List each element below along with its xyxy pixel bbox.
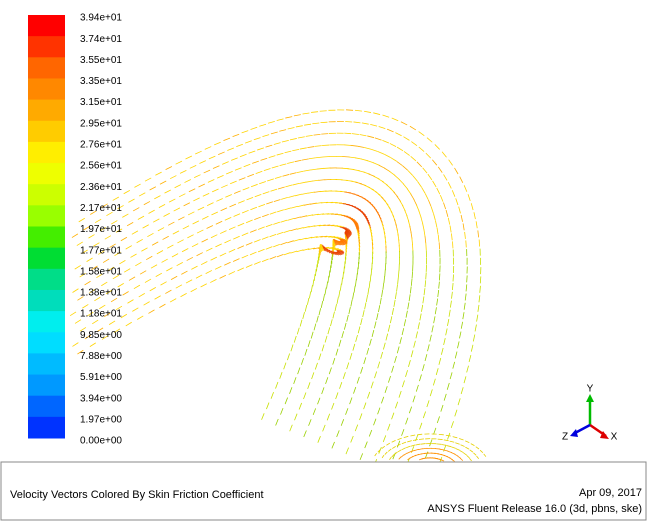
velocity-vector: [317, 264, 318, 271]
legend-swatch: [28, 15, 65, 37]
legend-label: 7.88e+00: [80, 351, 122, 362]
x-axis-label: X: [611, 432, 618, 443]
legend-swatch: [28, 121, 65, 143]
velocity-vector: [412, 271, 413, 278]
legend-label: 1.38e+01: [80, 288, 122, 299]
velocity-vector: [467, 275, 468, 282]
z-axis-label: Z: [562, 432, 568, 443]
footer-date: Apr 09, 2017: [579, 487, 642, 499]
legend-swatch: [28, 57, 65, 79]
legend-swatch: [28, 353, 65, 375]
legend-swatch: [28, 417, 65, 439]
velocity-vector: [453, 274, 454, 281]
legend-label: 1.18e+01: [80, 309, 122, 320]
legend-label: 2.17e+01: [80, 203, 122, 214]
legend-swatch: [28, 142, 65, 164]
legend-label: 9.85e+00: [80, 330, 122, 341]
velocity-vector: [385, 269, 386, 276]
velocity-vector: [344, 266, 345, 273]
legend-label: 2.95e+01: [80, 118, 122, 129]
legend-swatch: [28, 184, 65, 206]
velocity-vector: [398, 270, 399, 277]
velocity-vector: [343, 145, 350, 146]
legend-swatch: [28, 205, 65, 227]
legend-swatch: [28, 311, 65, 333]
legend-swatch: [28, 248, 65, 270]
fluent-window: 3.94e+01 3.74e+01 3.55e+01 3.35e+01 3.15e+01…: [0, 0, 647, 525]
legend-label: 5.91e+00: [80, 372, 122, 383]
velocity-vector: [439, 273, 440, 280]
footer-title: Velocity Vectors Colored By Skin Frictio…: [10, 489, 264, 501]
legend-label: 2.36e+01: [80, 182, 122, 193]
y-axis-label: Y: [587, 384, 594, 395]
legend-label: 1.58e+01: [80, 266, 122, 277]
legend-label: 1.97e+01: [80, 224, 122, 235]
legend-swatch: [28, 78, 65, 100]
legend-swatch: [28, 290, 65, 312]
legend-label: 3.15e+01: [80, 97, 122, 108]
legend-label: 2.76e+01: [80, 140, 122, 151]
legend-label: 3.74e+01: [80, 34, 122, 45]
legend-label: 2.56e+01: [80, 161, 122, 172]
velocity-vector: [343, 156, 350, 157]
velocity-vector: [346, 110, 353, 111]
legend-swatch: [28, 332, 65, 354]
velocity-vector: [480, 276, 481, 283]
velocity-vector: [336, 250, 343, 251]
legend-swatch: [28, 163, 65, 185]
legend-swatch: [28, 36, 65, 58]
velocity-vector: [371, 268, 372, 275]
legend-label: 3.94e+00: [80, 393, 122, 404]
legend-label: 3.94e+01: [80, 13, 122, 24]
legend-swatch: [28, 396, 65, 418]
velocity-vector: [345, 121, 352, 122]
legend-label: 1.97e+00: [80, 414, 122, 425]
velocity-vector: [330, 265, 331, 272]
legend-swatch: [28, 100, 65, 122]
legend-label: 1.77e+01: [80, 245, 122, 256]
legend-swatch: [28, 269, 65, 291]
velocity-vector: [344, 133, 351, 134]
footer-release: ANSYS Fluent Release 16.0 (3d, pbns, ske…: [427, 503, 642, 515]
legend-swatch: [28, 227, 65, 249]
legend-label: 3.35e+01: [80, 76, 122, 87]
legend-label: 3.55e+01: [80, 55, 122, 66]
velocity-vector: [426, 272, 427, 279]
legend-swatch: [28, 375, 65, 397]
legend-label: 0.00e+00: [80, 436, 122, 447]
